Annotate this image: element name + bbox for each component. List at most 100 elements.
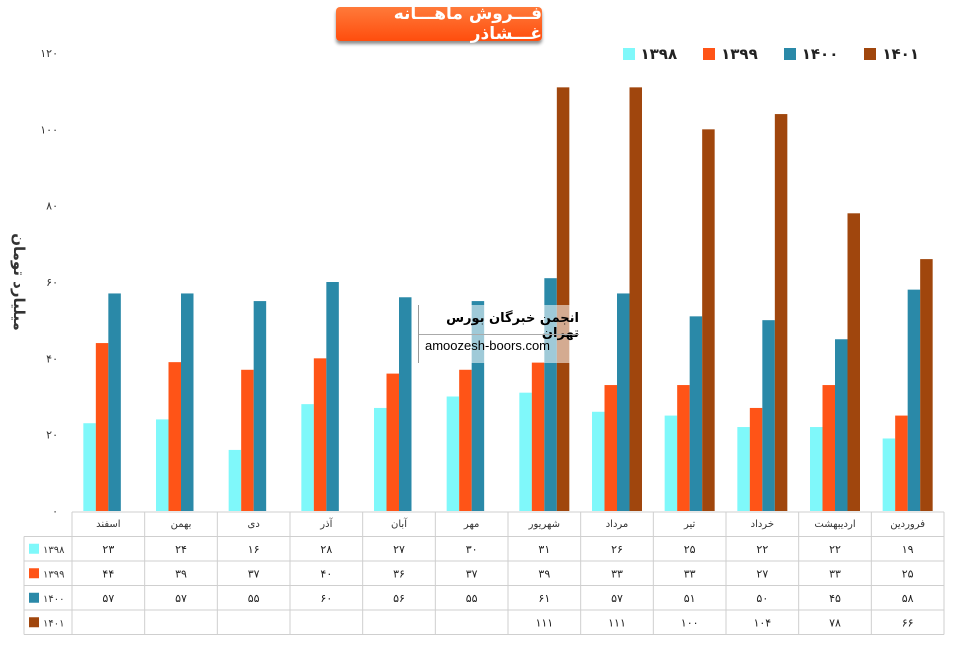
data-label: ۶۰ bbox=[320, 592, 332, 605]
category-label: فروردین bbox=[890, 519, 925, 530]
bar-1-6 bbox=[519, 392, 532, 511]
bar-3-4 bbox=[689, 316, 703, 511]
table-series-name: ۱۳۹۸ bbox=[43, 545, 65, 556]
bar-2-8 bbox=[386, 373, 399, 511]
data-label: ۳۶ bbox=[393, 567, 405, 580]
bar-2-11 bbox=[168, 362, 181, 511]
data-label: ۵۶ bbox=[393, 592, 405, 605]
bar-3-11 bbox=[181, 293, 194, 511]
category-label: تیر bbox=[683, 519, 696, 530]
data-label: ۵۵ bbox=[466, 592, 478, 605]
legend-item: ۱۳۹۸ bbox=[622, 45, 677, 63]
data-label: ۳۷ bbox=[248, 567, 260, 580]
table-legend-key bbox=[29, 592, 39, 603]
bar-3-10 bbox=[253, 301, 267, 511]
bar-2-10 bbox=[241, 369, 254, 511]
bar-4-4 bbox=[702, 129, 715, 512]
data-label: ۵۵ bbox=[248, 592, 260, 605]
data-label: ۴۴ bbox=[102, 567, 114, 580]
category-label: مرداد bbox=[606, 519, 629, 530]
category-label: اسفند bbox=[96, 519, 120, 530]
data-label: ۳۳ bbox=[684, 567, 696, 580]
category-label: دی bbox=[248, 519, 260, 530]
data-label: ۱۱۱ bbox=[535, 616, 553, 629]
bar-2-1 bbox=[895, 415, 908, 511]
bar-1-9 bbox=[301, 404, 314, 511]
legend-label: ۱۴۰۰ bbox=[801, 45, 839, 63]
data-label: ۲۵ bbox=[684, 543, 696, 556]
bar-4-2 bbox=[847, 213, 860, 512]
data-label: ۱۶ bbox=[248, 543, 260, 556]
watermark-divider bbox=[419, 334, 579, 335]
table-legend-key bbox=[29, 543, 39, 554]
data-label: ۶۶ bbox=[902, 616, 914, 629]
category-label: بهمن bbox=[171, 519, 192, 530]
y-tick-label: ۱۲۰ bbox=[40, 47, 58, 60]
data-label: ۷۸ bbox=[829, 616, 841, 629]
data-label: ۵۷ bbox=[611, 592, 623, 605]
data-label: ۲۷ bbox=[756, 567, 768, 580]
category-label: مهر bbox=[463, 519, 479, 530]
bar-4-1 bbox=[920, 259, 933, 511]
bar-2-7 bbox=[459, 369, 472, 511]
data-label: ۱۱۱ bbox=[608, 616, 626, 629]
y-axis-label: میلیارد تومان bbox=[10, 233, 28, 331]
data-label: ۲۶ bbox=[611, 543, 623, 556]
legend-swatch bbox=[703, 48, 716, 60]
bar-1-1 bbox=[882, 438, 896, 511]
bar-3-3 bbox=[762, 320, 775, 511]
bar-1-2 bbox=[810, 427, 823, 511]
legend-swatch bbox=[783, 48, 796, 60]
legend-label: ۱۳۹۹ bbox=[721, 45, 758, 63]
y-tick-label: ۰ bbox=[52, 505, 58, 518]
table-legend-key bbox=[29, 617, 39, 628]
category-label: شهریور bbox=[528, 519, 560, 530]
legend-swatch bbox=[622, 48, 635, 60]
bar-3-12 bbox=[108, 293, 121, 511]
category-label: اردیبهشت bbox=[814, 519, 855, 530]
data-label: ۱۰۰ bbox=[681, 616, 699, 629]
data-label: ۲۸ bbox=[320, 543, 332, 556]
bar-4-3 bbox=[774, 114, 788, 512]
legend-item: ۱۴۰۱ bbox=[864, 45, 919, 63]
data-label: ۳۹ bbox=[175, 567, 187, 580]
data-label: ۲۲ bbox=[756, 543, 768, 556]
table-series-name: ۱۳۹۹ bbox=[43, 569, 64, 580]
y-tick-label: ۸۰ bbox=[46, 200, 58, 213]
category-label: خرداد bbox=[751, 519, 774, 530]
bar-4-6 bbox=[556, 87, 570, 511]
legend-swatch bbox=[864, 48, 877, 60]
bar-3-5 bbox=[617, 293, 630, 511]
bar-1-12 bbox=[83, 423, 96, 511]
data-label: ۵۱ bbox=[684, 592, 696, 605]
bar-2-9 bbox=[313, 358, 327, 511]
data-label: ۴۰ bbox=[320, 567, 332, 580]
bar-1-8 bbox=[374, 407, 387, 511]
watermark-name: انجمن خبرگان بورس تهران bbox=[446, 311, 579, 341]
data-label: ۲۵ bbox=[902, 567, 914, 580]
bar-3-8 bbox=[399, 297, 412, 511]
legend-item: ۱۴۰۰ bbox=[783, 45, 839, 63]
data-label: ۲۲ bbox=[829, 543, 841, 556]
y-tick-label: ۶۰ bbox=[46, 276, 58, 289]
watermark-url: amoozesh-boors.com bbox=[425, 338, 550, 353]
legend: ۱۴۰۱ ۱۴۰۰ ۱۳۹۹ ۱۳۹۸ bbox=[622, 44, 919, 64]
data-label: ۲۳ bbox=[102, 543, 114, 556]
data-label: ۱۰۴ bbox=[753, 616, 771, 629]
bar-1-11 bbox=[156, 419, 169, 511]
table-series-name: ۱۴۰۱ bbox=[43, 618, 64, 629]
bar-1-3 bbox=[737, 427, 750, 511]
chart-title: فـــروش ماهـــانه غـــشاذر bbox=[336, 4, 542, 44]
data-label: ۵۷ bbox=[175, 592, 187, 605]
table-series-name: ۱۴۰۰ bbox=[43, 594, 64, 605]
bar-1-5 bbox=[592, 411, 605, 511]
data-label: ۳۷ bbox=[466, 567, 478, 580]
y-tick-label: ۴۰ bbox=[46, 352, 58, 365]
data-label: ۳۳ bbox=[611, 567, 623, 580]
legend-label: ۱۴۰۱ bbox=[882, 45, 919, 63]
data-label: ۲۴ bbox=[175, 543, 187, 556]
bar-3-1 bbox=[907, 289, 921, 511]
data-label: ۱۹ bbox=[902, 543, 914, 556]
bar-1-4 bbox=[664, 415, 678, 511]
